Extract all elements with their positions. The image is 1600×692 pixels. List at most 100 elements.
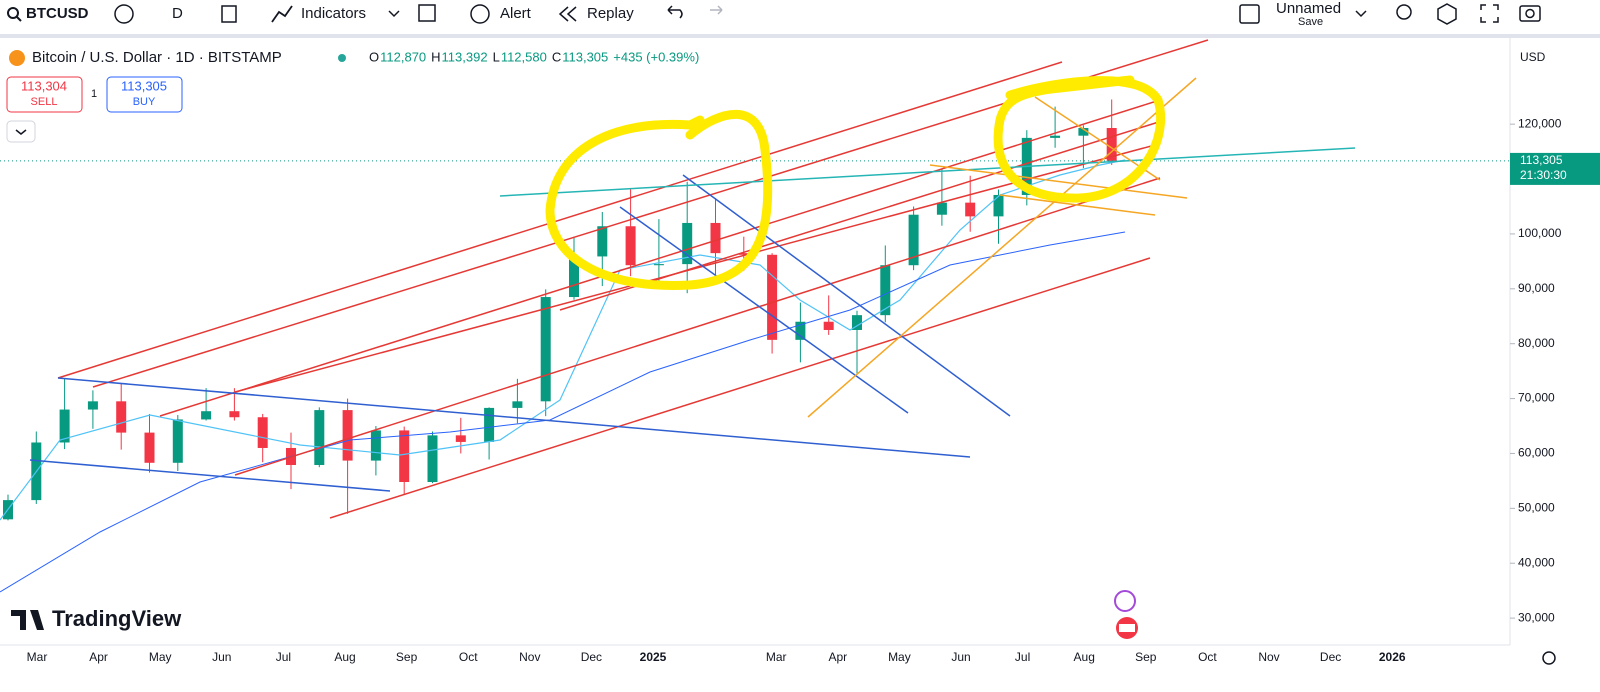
layout-name[interactable]: Unnamed (1276, 0, 1341, 17)
buy-label: BUY (133, 96, 156, 108)
trend-line (234, 177, 1161, 476)
moving-average-fast (0, 159, 1126, 521)
ohlc-key: H (431, 49, 440, 64)
chart-type-icon[interactable] (221, 5, 237, 23)
x-tick-label: Nov (1258, 650, 1279, 664)
ohlc-change: +435 (+0.39%) (613, 49, 699, 64)
candle-body (823, 321, 834, 330)
x-tick-label: Sep (396, 650, 418, 664)
candle-body (738, 253, 749, 255)
y-tick-label: 80,000 (1518, 336, 1555, 350)
market-status (338, 54, 346, 62)
events-flag (1119, 624, 1135, 632)
sell-label: SELL (31, 96, 58, 108)
x-tick-label: Dec (581, 650, 602, 664)
candle-body (880, 265, 891, 316)
indicators-button[interactable]: Indicators (301, 5, 366, 22)
x-tick-label: Sep (1135, 650, 1157, 664)
settings[interactable] (1437, 3, 1457, 25)
search-icon[interactable] (7, 7, 19, 19)
alert-button[interactable]: Alert (500, 5, 532, 22)
x-tick-label: Apr (89, 650, 108, 664)
save-button[interactable]: Save (1298, 16, 1323, 28)
candle-body (427, 435, 438, 482)
y-tick-label: 120,000 (1518, 116, 1562, 130)
y-tick-label: 70,000 (1518, 391, 1555, 405)
candle-body (653, 264, 664, 266)
sell-button[interactable] (6, 76, 83, 113)
x-tick-label: Mar (27, 650, 48, 664)
add-symbol[interactable] (114, 4, 134, 24)
candle-body (540, 297, 551, 402)
candle-body (229, 411, 240, 418)
highlight-circle (993, 75, 1166, 203)
orange-lines (807, 77, 1197, 418)
blue-lines (29, 174, 1011, 492)
candle-body (144, 432, 155, 463)
y-tick-label: 60,000 (1518, 446, 1555, 460)
logo-text: TradingView (52, 606, 182, 631)
currency[interactable]: USD (1520, 50, 1546, 64)
collapse-button[interactable] (6, 120, 36, 143)
candle-body (512, 401, 523, 408)
buy-button[interactable] (106, 76, 183, 113)
trend-line (159, 99, 1161, 417)
candle-body (767, 254, 778, 340)
y-tick-label: 40,000 (1518, 555, 1555, 569)
layout-checkbox[interactable] (1239, 4, 1260, 24)
undo[interactable] (667, 5, 683, 19)
red-channel (57, 39, 1209, 519)
snapshot-lens (1525, 8, 1535, 19)
x-tick-label: Mar (766, 650, 787, 664)
last-price-tag (1510, 152, 1600, 185)
axis-settings[interactable] (1542, 651, 1556, 665)
ohlc-key: L (493, 49, 500, 64)
trend-line (57, 377, 971, 458)
ohlc-value: 112,580 (501, 49, 547, 64)
candle-body (314, 410, 325, 465)
symbol[interactable]: BTCUSD (26, 5, 89, 22)
x-tick-label: May (888, 650, 911, 664)
candle-body (993, 194, 1004, 217)
trend-line (29, 459, 391, 492)
snapshot[interactable] (1519, 5, 1541, 22)
redo[interactable] (710, 5, 723, 15)
trend-line (929, 164, 1188, 199)
trend-line (559, 119, 1166, 311)
replay-icon (558, 6, 577, 22)
candle-body (908, 214, 919, 266)
trend-line (57, 61, 1063, 379)
y-tick-label: 50,000 (1518, 501, 1555, 515)
fullscreen[interactable] (1480, 4, 1499, 23)
buy-price: 113,305 (121, 78, 167, 93)
replay-button[interactable]: Replay (587, 5, 634, 22)
ohlc-value: 113,392 (442, 49, 488, 64)
assistant-icon[interactable] (1114, 590, 1136, 612)
candle-body (1050, 135, 1061, 138)
ohlc-value: 113,305 (562, 49, 608, 64)
candle-body (172, 419, 183, 463)
trend-line (999, 194, 1156, 216)
quick-search[interactable] (1396, 4, 1412, 20)
symbol-description: Bitcoin / U.S. Dollar · 1D · BITSTAMP (32, 49, 282, 66)
candle-body (370, 430, 381, 461)
toolbar: BTCUSD D Indicators Alert Replay Unnamed… (0, 0, 1600, 38)
layout-dropdown[interactable] (1355, 10, 1367, 18)
dropdown[interactable] (388, 10, 400, 18)
ohlc-key: C (552, 49, 561, 64)
last-price-label: 113,305 (1520, 153, 1563, 167)
x-tick-label: Aug (334, 650, 355, 664)
quantity: 1 (91, 88, 97, 100)
collapse-icon (15, 129, 27, 135)
layouts-icon[interactable] (418, 4, 436, 22)
sell-price: 113,304 (21, 78, 67, 93)
x-tick-label: 2026 (1379, 650, 1406, 664)
ohlc-key: O (369, 49, 379, 64)
interval[interactable]: D (172, 5, 183, 22)
candle-body (257, 417, 268, 448)
candle-body (710, 222, 721, 254)
x-tick-label: Jun (951, 650, 970, 664)
alert-icon (470, 4, 490, 24)
candle-body (625, 226, 636, 266)
